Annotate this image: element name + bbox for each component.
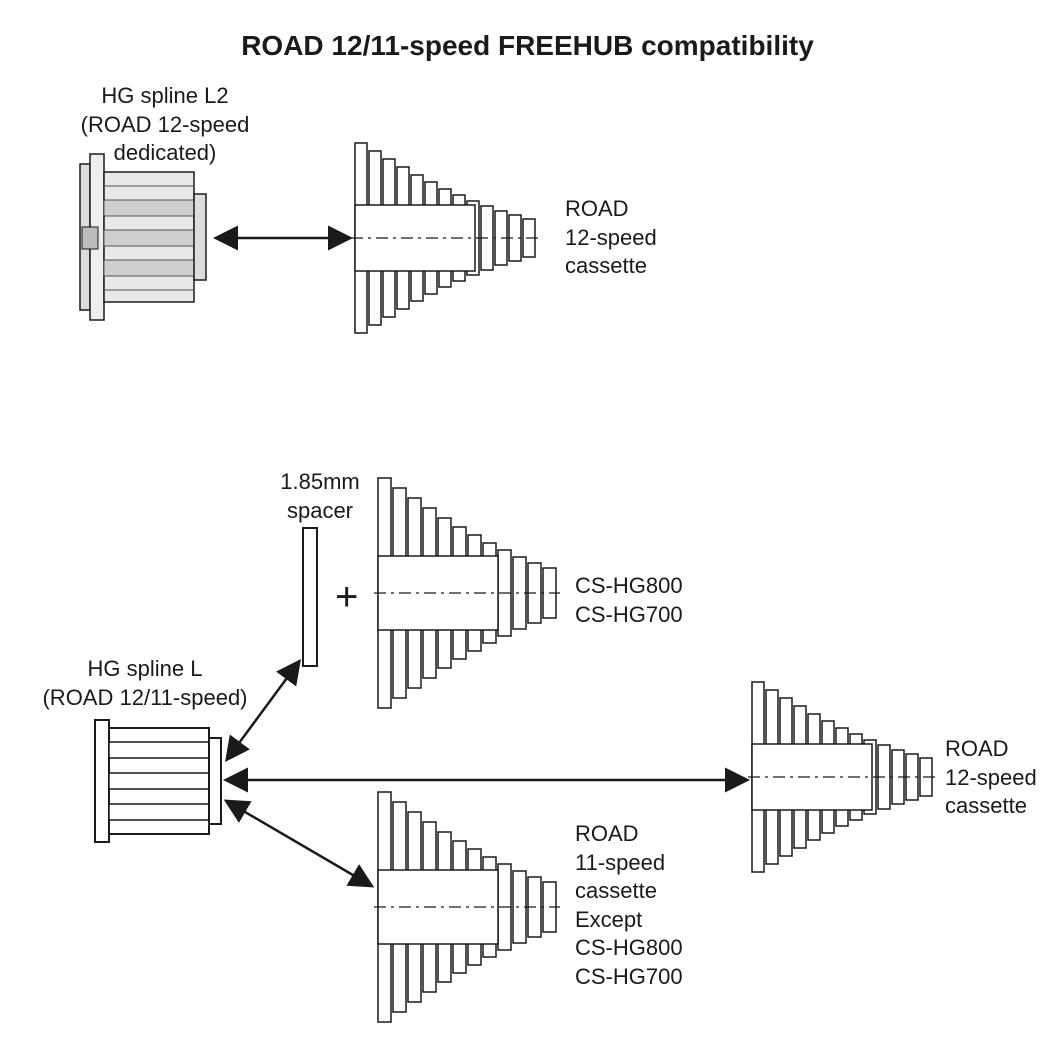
freehub-l2-icon — [80, 154, 206, 320]
spacer-icon — [303, 528, 317, 666]
diagram-svg — [0, 0, 1055, 1063]
cassette-11speed-icon — [374, 792, 560, 1022]
cassette-12-row2-icon — [748, 682, 936, 872]
cassette-hg800-icon — [374, 478, 560, 708]
arrow-to-spacer — [228, 663, 298, 758]
arrow-to-11speed — [228, 802, 370, 885]
freehub-l-icon — [95, 720, 221, 842]
diagram-canvas: ROAD 12/11-speed FREEHUB compatibility H… — [0, 0, 1055, 1063]
cassette-12-row1-icon — [351, 143, 539, 333]
